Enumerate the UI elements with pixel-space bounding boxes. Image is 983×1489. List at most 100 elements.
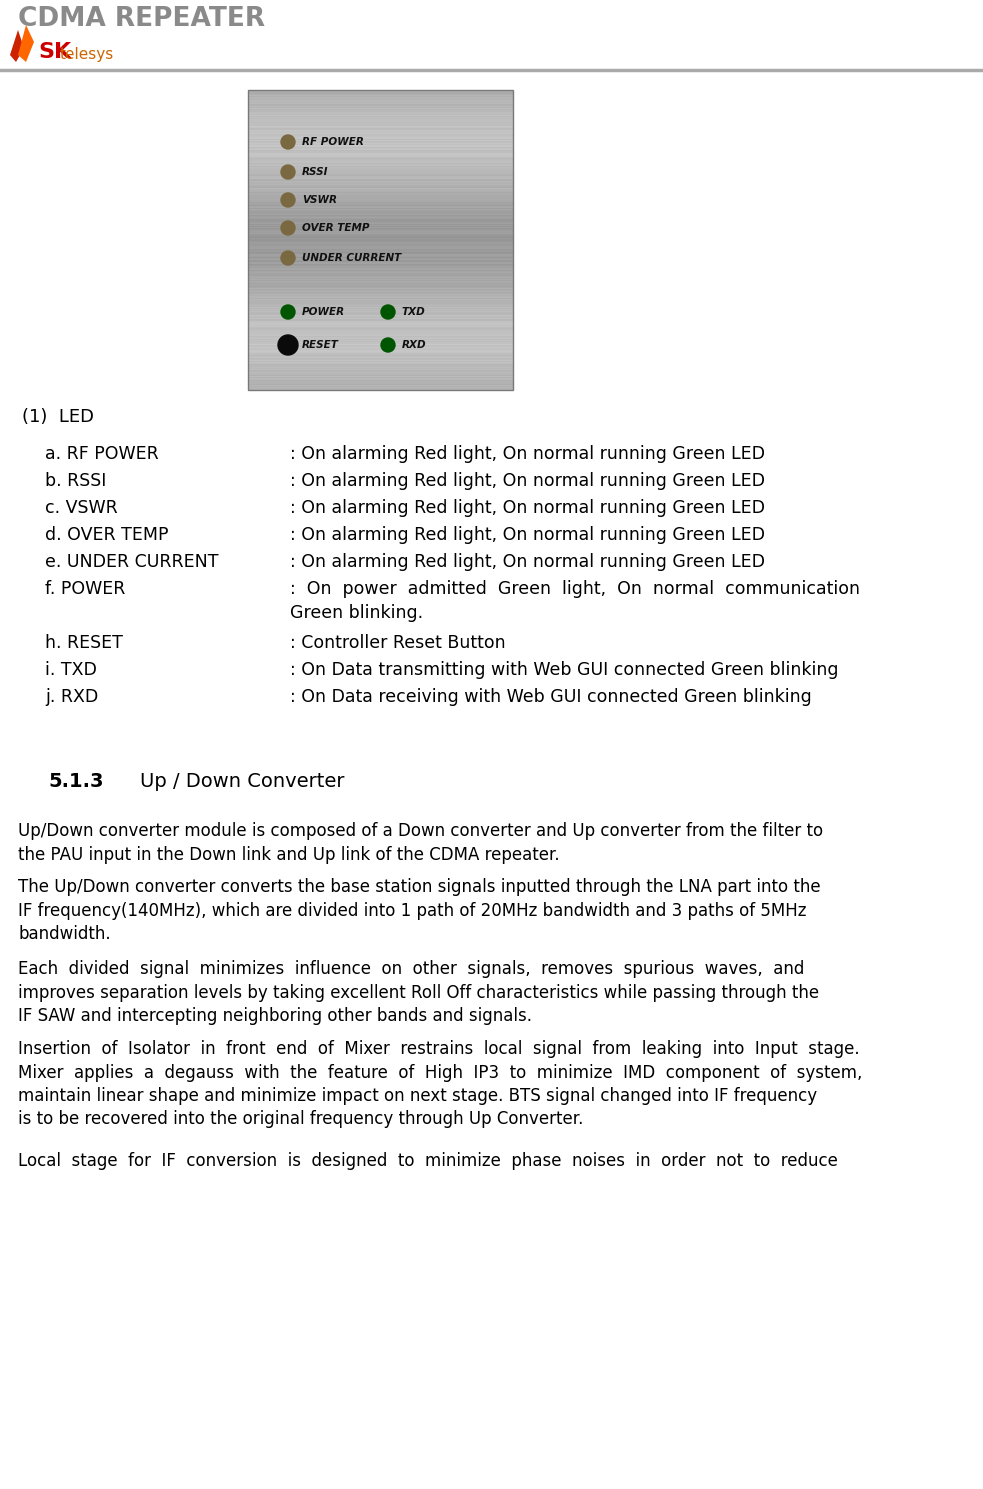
Bar bbox=[248, 201, 513, 203]
Bar bbox=[248, 97, 513, 98]
Text: CDMA REPEATER: CDMA REPEATER bbox=[18, 6, 265, 31]
Bar bbox=[248, 339, 513, 341]
Bar bbox=[248, 380, 513, 381]
Bar bbox=[248, 95, 513, 97]
Bar bbox=[248, 125, 513, 127]
Bar bbox=[248, 118, 513, 119]
Text: : On alarming Red light, On normal running Green LED: : On alarming Red light, On normal runni… bbox=[290, 472, 765, 490]
Bar bbox=[248, 223, 513, 225]
Bar bbox=[248, 256, 513, 258]
Bar bbox=[248, 317, 513, 319]
Bar bbox=[248, 261, 513, 262]
Bar bbox=[248, 205, 513, 207]
Bar bbox=[248, 389, 513, 390]
Bar bbox=[248, 106, 513, 107]
Bar bbox=[248, 176, 513, 177]
Bar bbox=[248, 226, 513, 228]
Bar bbox=[248, 278, 513, 280]
Text: h. RESET: h. RESET bbox=[45, 634, 123, 652]
Bar bbox=[248, 323, 513, 325]
Bar bbox=[248, 351, 513, 353]
Text: The Up/Down converter converts the base station signals inputted through the LNA: The Up/Down converter converts the base … bbox=[18, 879, 821, 896]
Bar bbox=[248, 387, 513, 389]
Text: Local  stage  for  IF  conversion  is  designed  to  minimize  phase  noises  in: Local stage for IF conversion is designe… bbox=[18, 1152, 838, 1170]
Bar bbox=[248, 115, 513, 116]
Bar bbox=[248, 162, 513, 164]
Bar bbox=[248, 173, 513, 174]
Bar bbox=[248, 264, 513, 265]
Bar bbox=[248, 378, 513, 380]
Bar bbox=[248, 362, 513, 363]
Text: : On Data receiving with Web GUI connected Green blinking: : On Data receiving with Web GUI connect… bbox=[290, 688, 812, 706]
Bar bbox=[248, 329, 513, 331]
Bar bbox=[248, 348, 513, 350]
Bar bbox=[248, 203, 513, 204]
Bar bbox=[248, 335, 513, 337]
Bar bbox=[248, 316, 513, 317]
Bar bbox=[248, 272, 513, 274]
Text: RXD: RXD bbox=[402, 339, 427, 350]
Bar bbox=[248, 313, 513, 314]
Bar bbox=[248, 112, 513, 113]
Bar bbox=[248, 280, 513, 281]
Bar bbox=[248, 363, 513, 365]
Bar bbox=[248, 240, 513, 241]
Bar bbox=[248, 223, 513, 225]
Bar bbox=[248, 275, 513, 277]
Bar bbox=[248, 247, 513, 249]
Text: RF POWER: RF POWER bbox=[302, 137, 364, 147]
Bar bbox=[248, 310, 513, 311]
Bar bbox=[248, 216, 513, 217]
Bar bbox=[248, 138, 513, 140]
Bar bbox=[248, 344, 513, 345]
Bar bbox=[248, 133, 513, 134]
Bar bbox=[248, 140, 513, 141]
Bar bbox=[248, 222, 513, 223]
Bar bbox=[248, 231, 513, 232]
Bar bbox=[248, 214, 513, 216]
Bar bbox=[248, 337, 513, 338]
Text: RSSI: RSSI bbox=[302, 167, 328, 177]
Bar bbox=[248, 360, 513, 362]
Text: SK: SK bbox=[38, 42, 71, 63]
Bar bbox=[248, 338, 513, 339]
Bar bbox=[248, 109, 513, 110]
Text: c. VSWR: c. VSWR bbox=[45, 499, 118, 517]
Bar bbox=[248, 351, 513, 353]
Bar bbox=[248, 194, 513, 195]
Bar bbox=[248, 127, 513, 128]
Bar bbox=[248, 156, 513, 158]
Bar bbox=[248, 124, 513, 125]
Bar bbox=[248, 162, 513, 164]
Bar bbox=[248, 287, 513, 289]
Bar bbox=[248, 246, 513, 247]
Bar bbox=[248, 246, 513, 247]
Bar bbox=[248, 383, 513, 384]
Bar bbox=[248, 188, 513, 189]
Bar bbox=[248, 386, 513, 387]
Text: : On alarming Red light, On normal running Green LED: : On alarming Red light, On normal runni… bbox=[290, 526, 765, 543]
Bar bbox=[248, 107, 513, 109]
Bar bbox=[248, 275, 513, 277]
Text: IF frequency(140MHz), which are divided into 1 path of 20MHz bandwidth and 3 pat: IF frequency(140MHz), which are divided … bbox=[18, 901, 806, 920]
Bar bbox=[248, 217, 513, 219]
Bar bbox=[248, 369, 513, 371]
Bar bbox=[248, 284, 513, 286]
Bar bbox=[248, 316, 513, 317]
Bar bbox=[248, 305, 513, 307]
Bar bbox=[248, 183, 513, 185]
Bar bbox=[248, 259, 513, 261]
Bar bbox=[248, 325, 513, 326]
Bar bbox=[248, 354, 513, 356]
Bar bbox=[248, 167, 513, 168]
Bar bbox=[248, 386, 513, 387]
Bar bbox=[248, 281, 513, 283]
Bar bbox=[248, 119, 513, 121]
Bar bbox=[248, 255, 513, 256]
Bar bbox=[248, 144, 513, 146]
Bar bbox=[248, 235, 513, 238]
Bar bbox=[248, 170, 513, 171]
Circle shape bbox=[278, 335, 298, 354]
Bar bbox=[248, 200, 513, 201]
Bar bbox=[248, 325, 513, 326]
